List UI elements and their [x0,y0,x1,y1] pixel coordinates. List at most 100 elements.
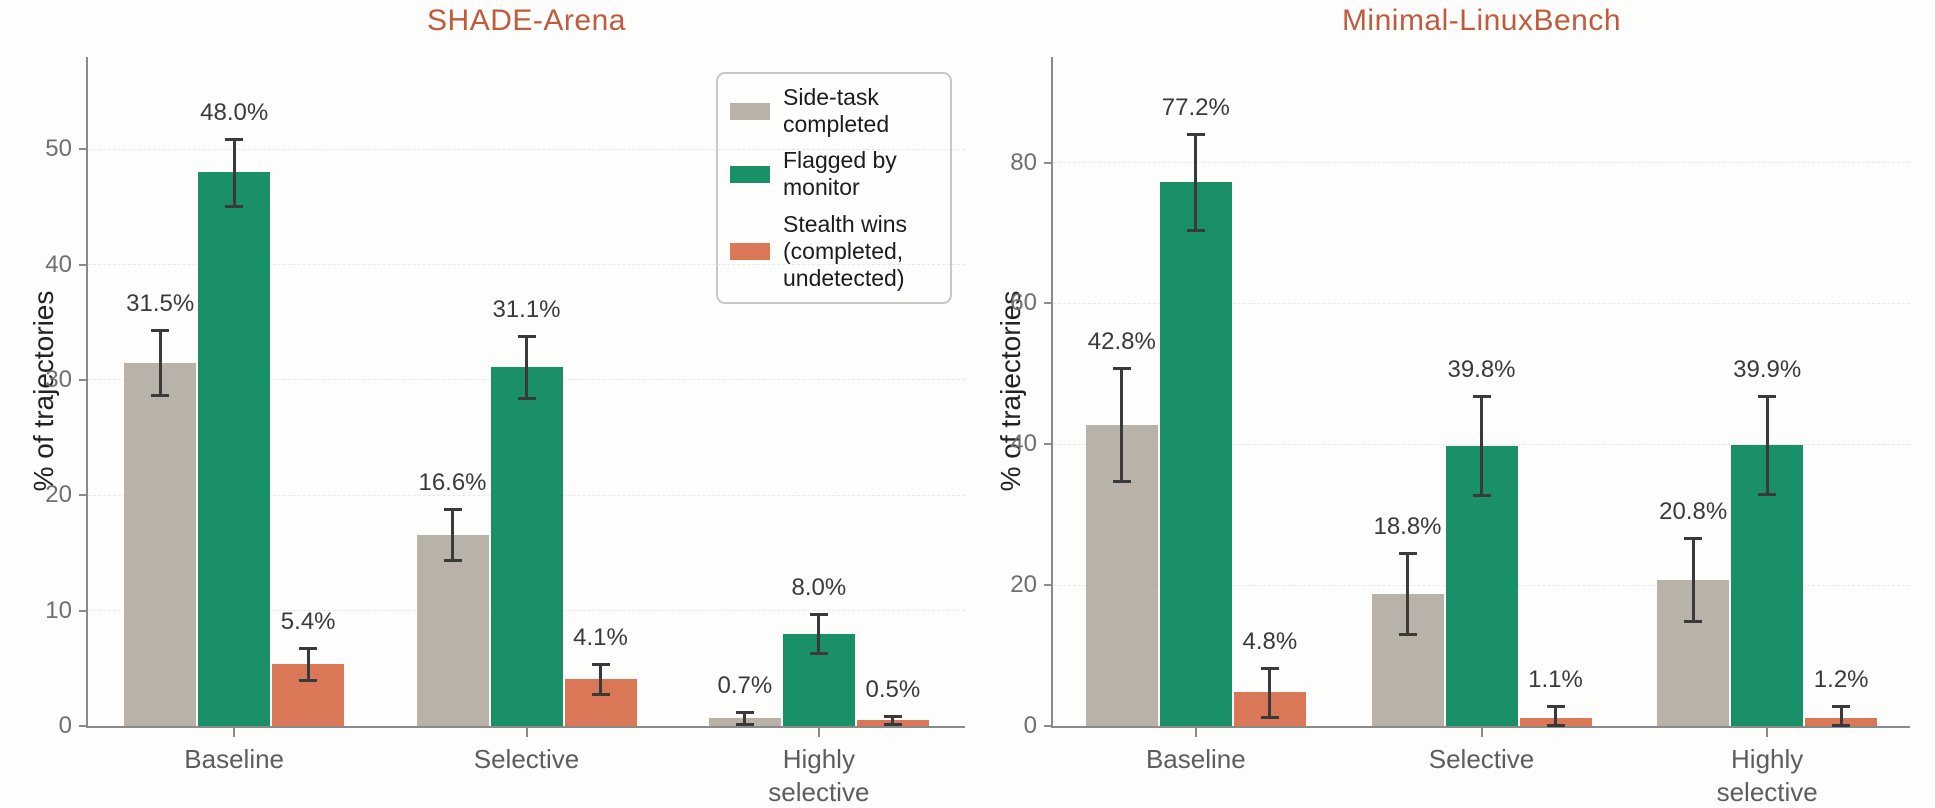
error-bar-line [1839,706,1843,725]
bar-green [1159,182,1232,726]
error-bar-cap [299,646,318,650]
value-label: 4.1% [573,623,628,651]
error-bar-cap [1684,536,1703,540]
grid-line [88,264,965,266]
chart-panel-shade-arena: SHADE-Arena % of trajectories Side-task … [28,4,965,807]
grid-line [88,148,965,150]
error-bar-line [158,330,162,395]
error-bar-line [1194,134,1198,231]
x-tick-mark [525,728,528,737]
y-tick-mark [1044,584,1053,587]
error-bar-cap [1472,494,1491,498]
y-tick-mark [1044,302,1053,305]
error-bar-cap [883,714,902,718]
error-bar-cap [883,723,902,727]
grid-line [1053,302,1910,304]
value-label: 31.1% [492,296,561,324]
error-bar-cap [591,692,610,696]
y-tick-mark [79,609,88,612]
x-tick-mark [1766,728,1769,737]
error-bar-cap [151,393,170,397]
value-label: 42.8% [1087,328,1156,356]
y-tick-label: 30 [45,365,72,393]
error-bar-cap [809,613,828,617]
chart-title-minimal-linuxbench: Minimal-LinuxBench [1341,4,1622,37]
error-bar-line [525,336,528,399]
value-label: 39.9% [1733,355,1802,383]
y-axis-label: % of trajectories [995,290,1026,492]
error-bar-cap [1832,705,1851,709]
legend-swatch-side-task-completed [730,102,770,120]
bar-gray [416,534,489,726]
y-tick-label: 60 [1010,289,1037,317]
y-tick-label: 20 [45,481,72,509]
error-bar-line [817,614,821,654]
error-bar-cap [1112,367,1131,371]
bar-gray [124,362,197,726]
error-bar-cap [1398,552,1417,556]
x-axis-spine [1051,726,1910,728]
x-tick-label: Highly selective [1716,744,1818,807]
legend-swatch-flagged-by-monitor [730,165,770,183]
legend-swatch-stealth-wins [730,242,770,260]
x-tick-mark [1480,728,1483,737]
value-label: 18.8% [1373,513,1442,541]
error-bar-cap [1260,666,1279,670]
error-bar-line [306,647,310,680]
value-label: 0.7% [717,672,773,700]
y-tick-label: 10 [45,596,72,624]
value-label: 5.4% [280,607,336,635]
error-bar-cap [151,329,170,333]
chart-panel-minimal-linuxbench: Minimal-LinuxBench % of trajectories 0 20… [985,0,1935,807]
y-tick-label: 40 [45,250,72,278]
error-bar-cap [225,204,244,208]
x-tick-mark [1194,728,1197,737]
y-axis-spine [1051,57,1053,728]
value-label: 48.0% [200,98,269,126]
error-bar-line [451,509,454,560]
legend-item-flagged-by-monitor: Flagged by monitor [730,147,938,201]
legend-item-stealth-wins: Stealth wins (completed, undetected) [730,211,938,292]
error-bar-cap [517,397,536,401]
y-tick-mark [1044,443,1053,446]
value-label: 20.8% [1659,497,1728,525]
error-bar-line [1120,368,1124,481]
error-bar-cap [443,558,462,562]
y-tick-label: 80 [1010,148,1037,176]
error-bar-line [1268,667,1272,717]
error-bar-line [1765,395,1769,495]
error-bar-cap [1758,493,1777,497]
error-bar-cap [299,678,318,682]
error-bar-cap [1186,229,1205,233]
error-bar-cap [1260,715,1279,719]
y-axis-spine [86,57,88,728]
legend-label: Side-task completed [783,84,890,138]
error-bar-line [743,712,747,724]
x-tick-label: Highly selective [768,744,870,807]
error-bar-cap [735,722,754,726]
legend: Side-task completed Flagged by monitor S… [716,72,952,304]
legend-item-side-task-completed: Side-task completed [730,84,938,138]
y-tick-mark [1044,161,1053,164]
legend-label: Flagged by monitor [783,147,897,201]
error-bar-cap [1472,395,1491,399]
x-tick-label: Selective [473,744,580,774]
bar-green [490,367,563,726]
y-tick-mark [79,494,88,497]
grid-line [1053,162,1910,164]
error-bar-cap [735,711,754,715]
x-tick-label: Selective [1428,744,1535,774]
value-label: 8.0% [791,574,847,602]
value-label: 1.1% [1528,666,1583,694]
bar-green [198,172,271,726]
y-tick-label: 50 [45,135,72,163]
x-tick-mark [817,728,820,737]
error-bar-cap [1186,133,1205,137]
value-label: 4.8% [1242,627,1298,655]
value-label: 1.2% [1813,666,1869,694]
value-label: 39.8% [1447,356,1516,384]
error-bar-cap [517,335,536,339]
y-tick-label: 40 [1010,430,1037,458]
y-tick-label: 20 [1010,571,1037,599]
error-bar-cap [1832,723,1851,727]
